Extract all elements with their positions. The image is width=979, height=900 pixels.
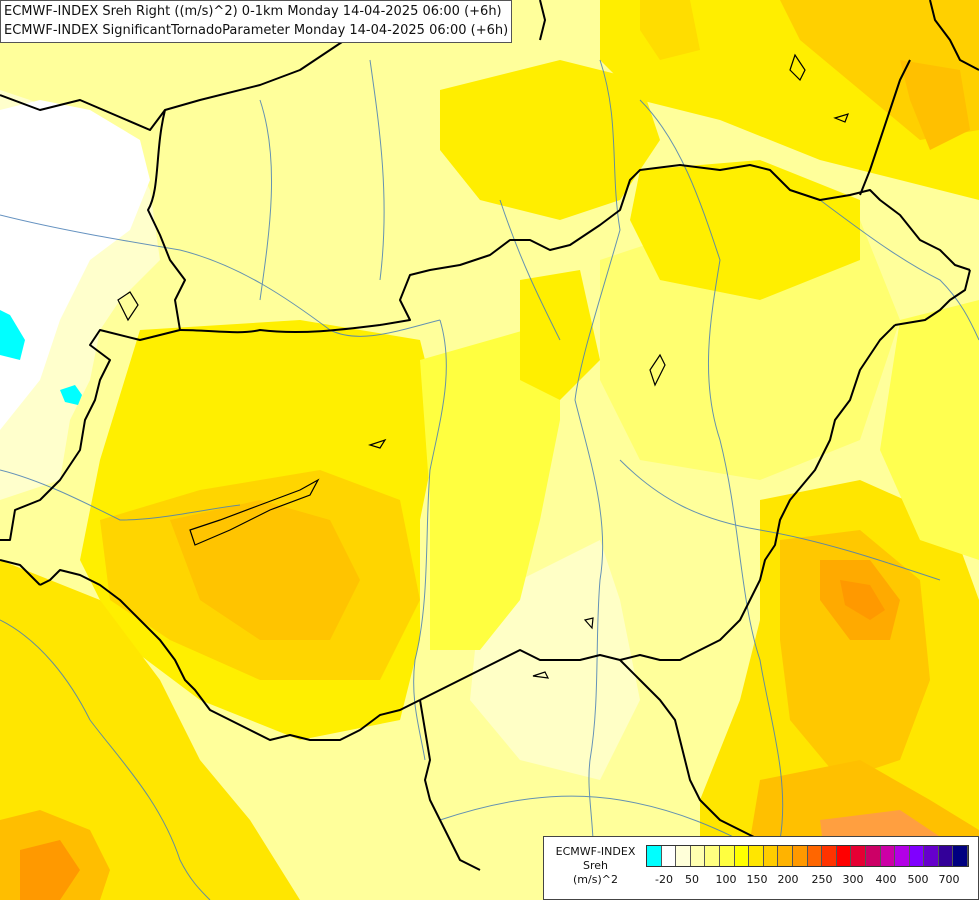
legend-tick-label: 400 bbox=[875, 873, 897, 886]
lakes bbox=[117, 53, 849, 679]
legend-swatch bbox=[661, 846, 677, 866]
legend-tick-label: 200 bbox=[777, 873, 799, 886]
legend-swatch bbox=[880, 846, 896, 866]
legend-swatch bbox=[676, 846, 691, 866]
legend-swatch bbox=[792, 846, 808, 866]
legend-swatch bbox=[909, 846, 925, 866]
legend-swatch bbox=[763, 846, 779, 866]
legend-swatch bbox=[749, 846, 764, 866]
map-title-line-2: ECMWF-INDEX SignificantTornadoParameter … bbox=[4, 23, 509, 38]
legend-tick-label: 300 bbox=[842, 873, 864, 886]
legend-swatch bbox=[719, 846, 735, 866]
legend-label-line-2: Sreh bbox=[582, 859, 608, 872]
legend-swatch bbox=[865, 846, 881, 866]
legend-tick-label: 50 bbox=[685, 873, 699, 886]
color-legend: ECMWF-INDEX Sreh (m/s)^2 -20 50 100 150 200 2… bbox=[543, 836, 979, 900]
legend-swatch bbox=[705, 846, 720, 866]
legend-color-bar bbox=[646, 845, 970, 867]
legend-swatch bbox=[647, 846, 662, 866]
legend-swatch bbox=[822, 846, 837, 866]
legend-label-line-1: ECMWF-INDEX bbox=[555, 845, 636, 858]
legend-swatch bbox=[851, 846, 866, 866]
legend-swatch bbox=[690, 846, 706, 866]
map-title-box: ECMWF-INDEX Sreh Right ((m/s)^2) 0-1km M… bbox=[0, 0, 513, 43]
legend-swatch bbox=[924, 846, 939, 866]
rivers bbox=[0, 59, 979, 900]
legend-tick-label: 500 bbox=[907, 873, 929, 886]
legend-tick-label: 700 bbox=[938, 873, 960, 886]
legend-label: ECMWF-INDEX Sreh (m/s)^2 bbox=[548, 845, 643, 887]
map-title-line-1: ECMWF-INDEX Sreh Right ((m/s)^2) 0-1km M… bbox=[4, 4, 502, 19]
legend-swatch bbox=[895, 846, 910, 866]
legend-swatch bbox=[938, 846, 954, 866]
legend-swatch bbox=[953, 846, 969, 866]
legend-tick-label: 100 bbox=[715, 873, 737, 886]
legend-swatch bbox=[778, 846, 793, 866]
legend-swatch bbox=[734, 846, 750, 866]
legend-swatch bbox=[836, 846, 852, 866]
legend-tick-label: -20 bbox=[655, 873, 673, 886]
legend-ticks: -20 50 100 150 200 250 300 400 500 700 bbox=[646, 873, 976, 889]
legend-swatch bbox=[807, 846, 823, 866]
legend-tick-label: 150 bbox=[746, 873, 768, 886]
legend-label-line-3: (m/s)^2 bbox=[573, 873, 618, 886]
legend-tick-label: 250 bbox=[811, 873, 833, 886]
